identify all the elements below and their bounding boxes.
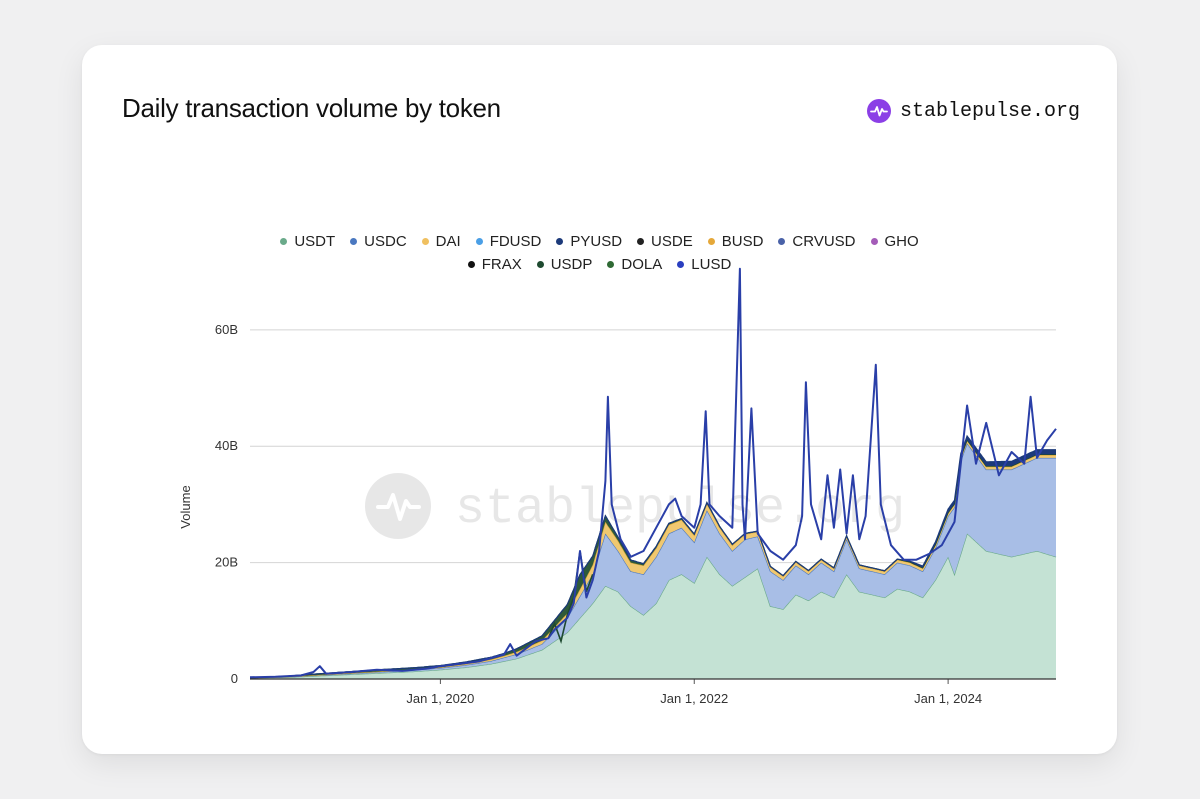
- legend-label: USDE: [651, 233, 693, 250]
- y-axis-label: Volume: [178, 485, 193, 528]
- area-series: [250, 434, 1057, 679]
- y-tick-label: 0: [231, 671, 238, 686]
- legend-dot: [475, 238, 483, 245]
- legend-item-gho[interactable]: GHO: [870, 233, 919, 250]
- legend-label: FDUSD: [489, 233, 542, 250]
- legend-label: USDT: [294, 233, 336, 250]
- legend-dot: [707, 238, 715, 245]
- x-tick-label: Jan 1, 2022: [660, 691, 728, 706]
- legend-dot: [778, 238, 786, 245]
- pulse-icon: [866, 99, 891, 123]
- legend-dot: [536, 261, 544, 268]
- legend-label: LUSD: [691, 256, 732, 273]
- legend-item-usdp[interactable]: USDP: [536, 256, 593, 273]
- area-dai: [250, 440, 1056, 678]
- legend-item-lusd[interactable]: LUSD: [677, 256, 731, 273]
- chart-title: Daily transaction volume by token: [122, 93, 501, 123]
- legend-label: CRVUSD: [792, 233, 856, 250]
- y-tick-label: 40B: [215, 438, 238, 453]
- legend-label: FRAX: [481, 256, 522, 273]
- legend-dot: [280, 238, 288, 245]
- chart-card: Daily transaction volume by token stable…: [82, 45, 1117, 754]
- legend-dot: [677, 261, 685, 268]
- legend-dot: [607, 261, 615, 268]
- legend-item-fdusd[interactable]: FDUSD: [475, 233, 542, 250]
- line-total: [249, 267, 1057, 679]
- legend-dot: [870, 238, 878, 245]
- y-tick-label: 20B: [215, 555, 238, 570]
- legend-label: PYUSD: [570, 233, 623, 250]
- legend-label: GHO: [884, 233, 919, 250]
- legend-item-usde[interactable]: USDE: [637, 233, 693, 250]
- legend-item-usdc[interactable]: USDC: [350, 233, 407, 250]
- y-axis: 0 20B 40B 60B: [215, 322, 238, 686]
- legend-dot: [637, 238, 645, 245]
- legend-dot: [421, 238, 429, 245]
- line-series: [249, 267, 1057, 679]
- legend-item-dai[interactable]: DAI: [421, 233, 461, 250]
- brand[interactable]: stablepulse.org: [866, 99, 1080, 123]
- legend-item-busd[interactable]: BUSD: [707, 233, 764, 250]
- legend-label: BUSD: [721, 233, 764, 250]
- x-tick-label: Jan 1, 2020: [406, 691, 474, 706]
- legend-item-pyusd[interactable]: PYUSD: [556, 233, 622, 250]
- legend-label: DOLA: [621, 256, 663, 273]
- legend-dot: [350, 238, 358, 245]
- x-axis: Jan 1, 2020 Jan 1, 2022 Jan 1, 2024: [250, 678, 1056, 706]
- x-tick-label: Jan 1, 2024: [914, 691, 982, 706]
- legend-dot: [467, 261, 475, 268]
- legend-label: USDC: [364, 233, 407, 250]
- legend-item-dola[interactable]: DOLA: [607, 256, 662, 273]
- legend-item-usdt[interactable]: USDT: [280, 233, 335, 250]
- legend: USDT USDC DAI FDUSD PYUSD USDE BUSD CRVUSD GHO FR…: [82, 230, 1117, 276]
- legend-row: FRAX USDP DOLA LUSD: [82, 253, 1117, 276]
- legend-label: DAI: [435, 233, 461, 250]
- y-tick-label: 60B: [215, 322, 238, 337]
- legend-dot: [556, 238, 564, 245]
- legend-label: USDP: [550, 256, 593, 273]
- legend-item-frax[interactable]: FRAX: [467, 256, 522, 273]
- brand-name: stablepulse.org: [899, 99, 1080, 123]
- legend-item-crvusd[interactable]: CRVUSD: [778, 233, 856, 250]
- area-usdc: [250, 443, 1056, 678]
- legend-row: USDT USDC DAI FDUSD PYUSD USDE BUSD CRVUSD GHO: [82, 230, 1117, 253]
